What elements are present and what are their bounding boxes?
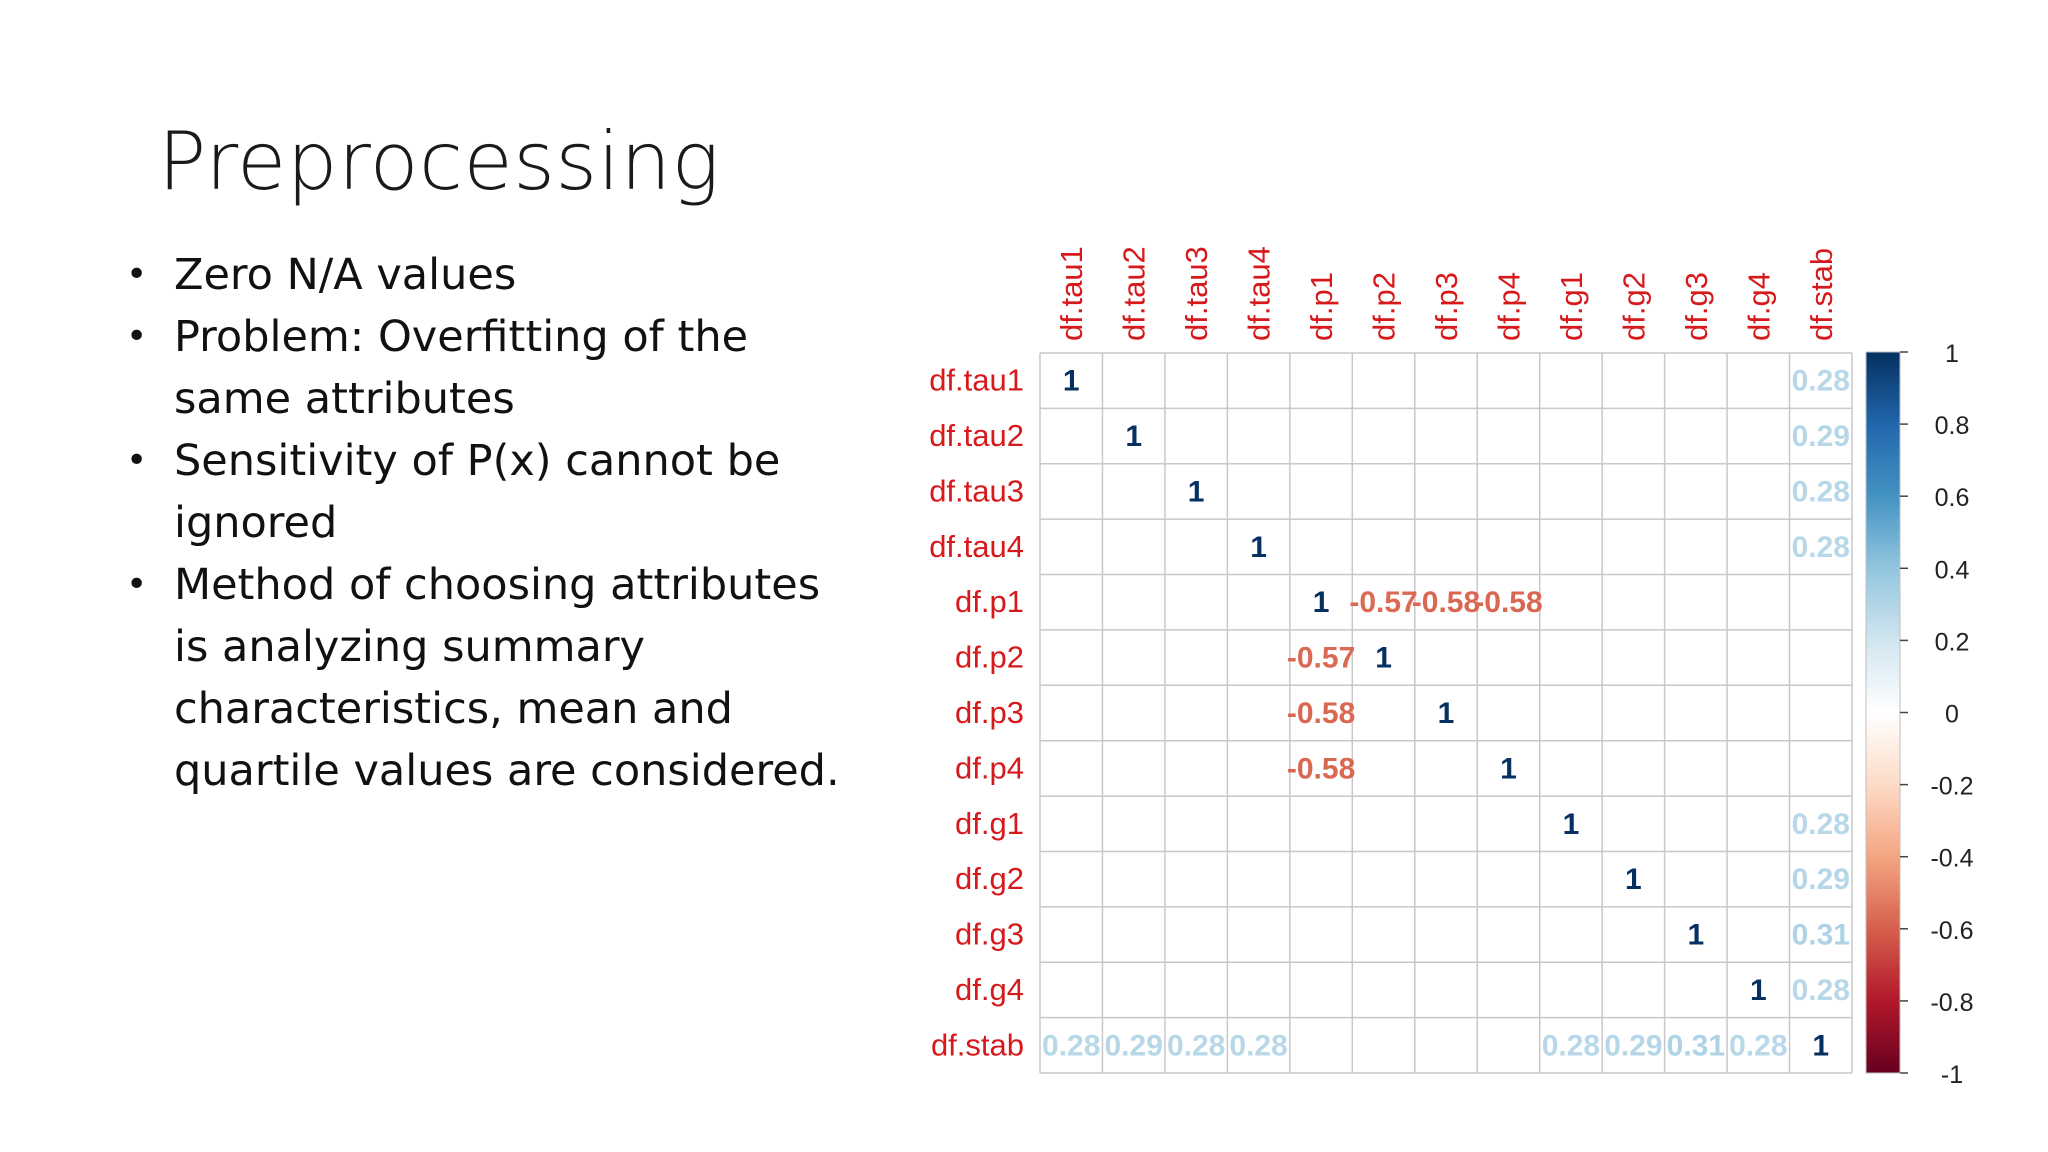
cell-value-label: 1 [1375, 642, 1392, 675]
column-label: df.g4 [1741, 272, 1776, 341]
bullet-dot-icon: • [126, 254, 148, 295]
cell-value-label: 0.28 [1792, 531, 1850, 564]
bullet-dot-icon: • [126, 316, 148, 357]
cell-value-label: -0.58 [1287, 752, 1355, 785]
cell-value-label: 0.29 [1792, 420, 1850, 453]
colorbar-tick-label: 0.4 [1935, 556, 1970, 584]
cell-value-label: 1 [1313, 586, 1330, 619]
cell-value-label: -0.57 [1287, 642, 1355, 675]
column-label: df.p1 [1304, 272, 1339, 341]
cell-value-label: 0.29 [1792, 863, 1850, 896]
row-label: df.g3 [955, 917, 1024, 952]
colorbar-tick-label: -1 [1941, 1061, 1963, 1089]
row-labels: df.tau1 df.tau2 df.tau3 df.tau4 df.p1 df.p2 df… [929, 363, 1024, 1063]
cell-value-label: -0.58 [1287, 697, 1355, 730]
cell-value-label: 1 [1688, 919, 1705, 952]
colorbar-tick-label: 0.6 [1935, 484, 1970, 512]
cell-value-label: 0.29 [1104, 1029, 1162, 1062]
bullet-line: is analyzing summary [174, 622, 646, 672]
bullet-item: • Method of choosing attributes is analyzi… [126, 554, 846, 802]
colorbar-tick-label: 0 [1945, 701, 1959, 729]
colorbar-gradient [1865, 351, 1901, 1074]
bullet-list: • Zero N/A values • Problem: Overfitting of… [126, 244, 846, 802]
cell-value-label: 1 [1188, 475, 1205, 508]
cell-value-label: 1 [1563, 808, 1580, 841]
cell-value-label: 0.28 [1792, 974, 1850, 1007]
column-label: df.p4 [1491, 272, 1526, 341]
colorbar-tick-label: -0.2 [1930, 773, 1973, 801]
cell-value-label: 0.28 [1792, 475, 1850, 508]
column-label: df.g1 [1554, 272, 1589, 341]
cell-value-label: -0.58 [1412, 586, 1480, 619]
column-label: df.stab [1804, 248, 1839, 341]
bullet-line: Problem: Overfitting of the [174, 312, 749, 362]
bullet-line: characteristics, mean and [174, 684, 733, 734]
cell-value-label: 1 [1812, 1029, 1829, 1062]
column-labels: df.tau1 df.tau2 df.tau3 df.tau4 df.p1 df.p2 df… [1054, 246, 1839, 341]
column-label: df.tau2 [1117, 246, 1152, 341]
cell-value-label: 0.31 [1667, 1029, 1725, 1062]
cell-value-label: 0.28 [1229, 1029, 1287, 1062]
bullet-item: • Problem: Overfitting of the same attribu… [126, 306, 846, 430]
bullet-item: • Sensitivity of P(x) cannot be ignored [126, 430, 846, 554]
column-label: df.tau4 [1242, 246, 1277, 341]
plot-cells: 11111111111110.280.290.280.280.280.290.3… [1042, 365, 1850, 1063]
cell-value-label: 1 [1125, 420, 1142, 453]
column-label: df.p2 [1367, 272, 1402, 341]
bullet-line: Method of choosing attributes [174, 560, 821, 610]
cell-value-label: 1 [1063, 365, 1080, 398]
cell-value-label: 0.28 [1792, 365, 1850, 398]
row-label: df.g1 [955, 806, 1024, 841]
colorbar-tick-label: 0.2 [1935, 628, 1970, 656]
bullet-dot-icon: • [126, 440, 148, 481]
row-label: df.tau4 [929, 529, 1024, 564]
cell-value-label: 0.28 [1167, 1029, 1225, 1062]
bullet-line: ignored [174, 498, 338, 548]
colorbar-tick-label: 0.8 [1935, 412, 1970, 440]
row-label: df.p3 [955, 695, 1024, 730]
cell-value-label: 0.28 [1729, 1029, 1787, 1062]
row-label: df.tau3 [929, 473, 1024, 508]
row-label: df.g2 [955, 861, 1024, 896]
row-label: df.p1 [955, 584, 1024, 619]
cell-value-label: -0.58 [1474, 586, 1542, 619]
bullet-line: Zero N/A values [174, 250, 517, 300]
cell-value-label: 0.28 [1042, 1029, 1100, 1062]
plot-grid [1039, 352, 1853, 1074]
bullet-line: Sensitivity of P(x) cannot be [174, 436, 781, 486]
cell-value-label: 1 [1750, 974, 1767, 1007]
row-label: df.p2 [955, 640, 1024, 675]
column-label: df.tau3 [1179, 246, 1214, 341]
colorbar-tick-label: -0.8 [1930, 989, 1973, 1017]
slide-title: Preprocessing [158, 115, 721, 208]
cell-value-label: 0.31 [1792, 919, 1850, 952]
colorbar-tick-label: -0.4 [1930, 845, 1973, 873]
bullet-dot-icon: • [126, 564, 148, 605]
cell-value-label: 1 [1625, 863, 1642, 896]
column-label: df.p3 [1429, 272, 1464, 341]
row-label: df.p4 [955, 750, 1024, 785]
cell-value-label: 1 [1250, 531, 1267, 564]
column-label: df.g2 [1616, 272, 1651, 341]
bullet-item: • Zero N/A values [126, 244, 846, 306]
column-label: df.g3 [1679, 272, 1714, 341]
bullet-line: same attributes [174, 374, 515, 424]
column-label: df.tau1 [1054, 246, 1089, 341]
row-label: df.stab [931, 1027, 1024, 1062]
cell-value-label: -0.57 [1349, 586, 1417, 619]
cell-value-label: 0.28 [1542, 1029, 1600, 1062]
cell-value-label: 1 [1500, 752, 1517, 785]
row-label: df.tau1 [929, 363, 1024, 398]
bullet-line: quartile values are considered. [174, 746, 840, 796]
cell-value-label: 0.28 [1792, 808, 1850, 841]
colorbar-tick-label: 1 [1945, 340, 1959, 368]
colorbar-tick-label: -0.6 [1930, 917, 1973, 945]
row-label: df.g4 [955, 972, 1024, 1007]
row-label: df.tau2 [929, 418, 1024, 453]
cell-value-label: 1 [1438, 697, 1455, 730]
colorbar: 1 0.8 0.6 0.4 0.2 0 -0.2 -0.4 -0.6 -0.8 -1 [1865, 340, 1974, 1089]
cell-value-label: 0.29 [1604, 1029, 1662, 1062]
